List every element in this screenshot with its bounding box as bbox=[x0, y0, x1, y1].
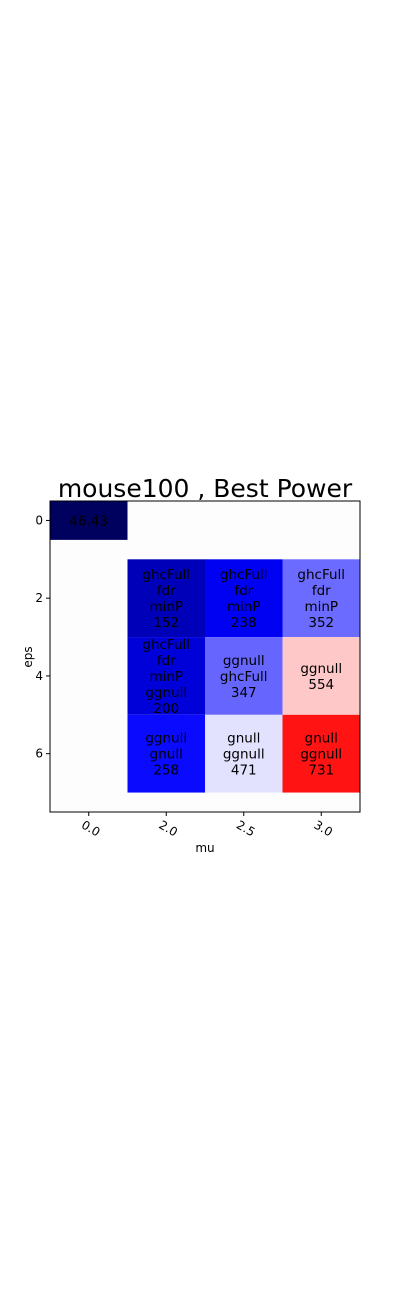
cell-label: minP bbox=[227, 599, 261, 615]
y-axis-label: eps bbox=[21, 646, 35, 667]
cell-label: gnull bbox=[305, 731, 338, 747]
y-tick-label: 2 bbox=[35, 591, 43, 605]
heatmap-cell bbox=[205, 637, 283, 715]
x-tick-label: 0.0 bbox=[79, 818, 103, 840]
cell-label: fdr bbox=[157, 653, 176, 669]
cell-label: 554 bbox=[308, 677, 334, 693]
cell-label: ghcFull bbox=[220, 567, 268, 583]
cell-label: minP bbox=[304, 599, 338, 615]
heatmap-cell bbox=[282, 559, 360, 638]
heatmap-cell bbox=[127, 559, 205, 638]
cell-label: 471 bbox=[231, 763, 257, 779]
cell-label: 46.43 bbox=[69, 513, 108, 529]
cell-label: ggnull bbox=[300, 661, 342, 677]
cell-label: ggnull bbox=[145, 685, 187, 701]
y-tick-label: 6 bbox=[35, 747, 43, 761]
x-axis-label: mu bbox=[195, 841, 214, 855]
chart-title: mouse100 , Best Power bbox=[58, 474, 353, 503]
cell-label: 258 bbox=[153, 763, 179, 779]
cell-label: ggnull bbox=[223, 653, 265, 669]
cell-label: 347 bbox=[231, 685, 257, 701]
cell-label: ghcFull bbox=[142, 567, 190, 583]
heatmap-cell bbox=[282, 637, 360, 715]
heatmap-cell bbox=[282, 714, 360, 793]
cell-label: ghcFull bbox=[220, 669, 268, 685]
cell-label: fdr bbox=[157, 583, 176, 599]
cell-label: ghcFull bbox=[297, 567, 345, 583]
plot-frame bbox=[49, 500, 361, 813]
heatmap-cell bbox=[205, 714, 283, 793]
y-axis-ticks: 0 2 4 6 bbox=[35, 513, 50, 761]
cell-label: minP bbox=[149, 669, 183, 685]
y-tick-label: 0 bbox=[35, 513, 43, 527]
cell-label: ggnull bbox=[300, 747, 342, 763]
cell-label: 352 bbox=[308, 615, 334, 631]
cell-label: ghcFull bbox=[142, 637, 190, 653]
cell-label: 238 bbox=[231, 615, 257, 631]
heatmap-cell bbox=[205, 559, 283, 638]
cell-label: fdr bbox=[312, 583, 331, 599]
cell-label: ggnull bbox=[223, 747, 265, 763]
heatmap-cell bbox=[127, 714, 205, 793]
x-axis-ticks: 0.0 2.0 2.5 3.0 bbox=[79, 812, 335, 839]
heatmap-cell bbox=[50, 501, 128, 540]
heatmap-cell bbox=[127, 637, 205, 715]
x-tick-label: 2.0 bbox=[156, 818, 180, 840]
cell-label: minP bbox=[149, 599, 183, 615]
cell-label: 152 bbox=[153, 615, 179, 631]
heatmap-cells: 46.43ghcFullfdrminP152ghcFullfdrminP238g… bbox=[50, 501, 360, 812]
cell-label: ggnull bbox=[145, 731, 187, 747]
x-tick-label: 2.5 bbox=[234, 818, 258, 840]
cell-label: fdr bbox=[234, 583, 253, 599]
cell-label: 731 bbox=[308, 763, 334, 779]
cell-label: gnull bbox=[150, 747, 183, 763]
cell-label: gnull bbox=[227, 731, 260, 747]
y-tick-label: 4 bbox=[35, 669, 43, 683]
cell-label: 200 bbox=[153, 701, 179, 717]
x-tick-label: 3.0 bbox=[311, 818, 335, 840]
